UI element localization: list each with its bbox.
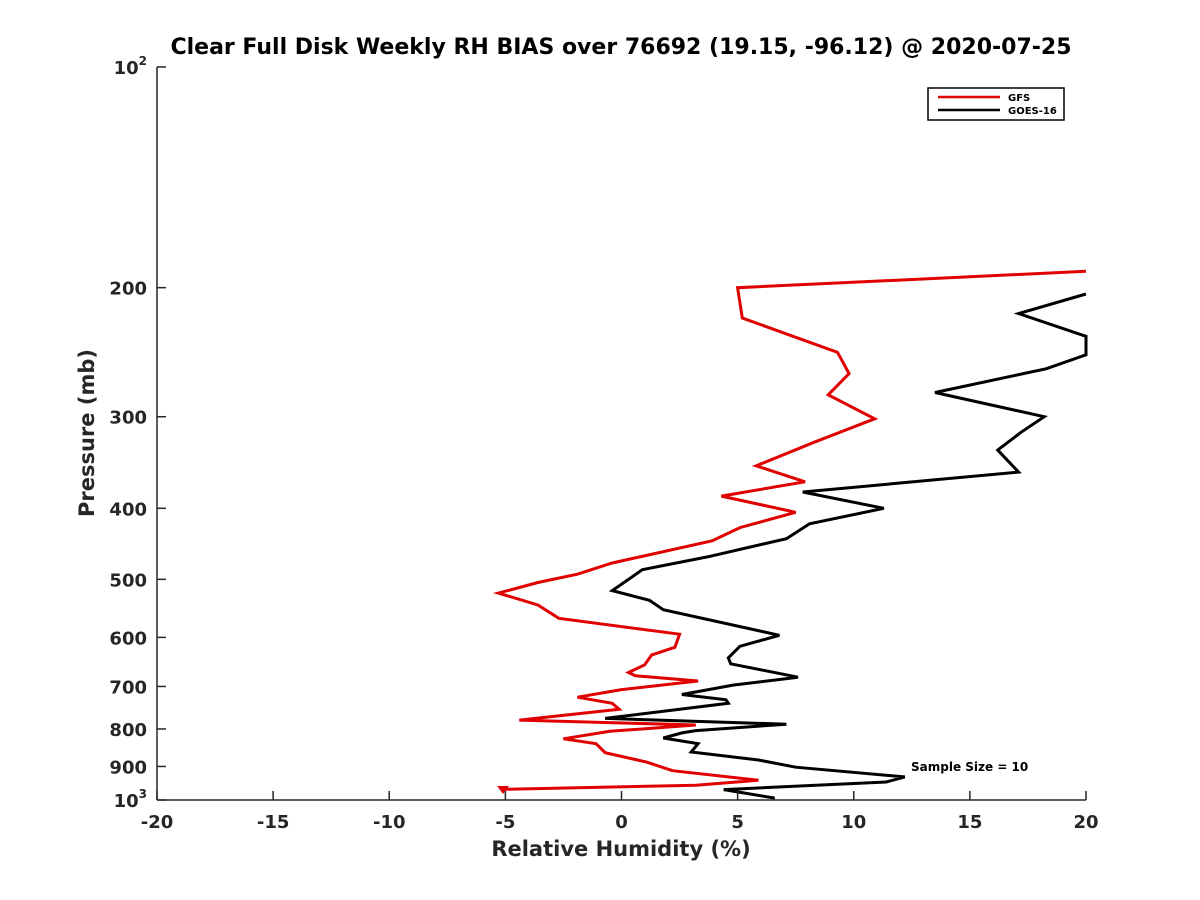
legend-label-gfs: GFS <box>1008 93 1030 104</box>
y-tick-label: 900 <box>109 757 147 778</box>
axes-layer: -20 -15 -10 -5 0 5 10 15 20 102 200 300 400 500 600 700… <box>109 54 1098 833</box>
x-tick-label: 5 <box>731 812 744 833</box>
y-tick-label: 600 <box>109 628 147 649</box>
x-axis-label: Relative Humidity (%) <box>491 837 750 861</box>
y-tick-label: 300 <box>109 408 147 429</box>
series-line-gfs <box>492 269 1087 792</box>
y-tick-label: 103 <box>114 787 147 812</box>
y-tick-label: 800 <box>109 720 147 741</box>
legend-box <box>927 87 1065 121</box>
legend: GFS GOES-16 <box>927 87 1065 121</box>
y-tick-label: 400 <box>109 499 147 520</box>
y-tick-label: 200 <box>109 279 147 300</box>
x-tick-label: -15 <box>257 812 290 833</box>
x-tick-label: -10 <box>373 812 406 833</box>
series-line-goes-16 <box>605 292 1088 800</box>
chart-title: Clear Full Disk Weekly RH BIAS over 7669… <box>170 35 1071 60</box>
x-tick-label: -5 <box>495 812 515 833</box>
series-layer <box>492 269 1088 800</box>
y-tick-label: 700 <box>109 677 147 698</box>
y-tick-label: 500 <box>109 570 147 591</box>
series-end-marker <box>497 785 510 794</box>
y-tick-label: 102 <box>114 54 147 79</box>
x-tick-label: 20 <box>1073 812 1098 833</box>
sample-size-annotation: Sample Size = 10 <box>911 760 1028 774</box>
x-tick-label: 15 <box>957 812 982 833</box>
x-tick-label: -20 <box>141 812 174 833</box>
x-tick-label: 0 <box>615 812 628 833</box>
x-tick-label: 10 <box>841 812 866 833</box>
y-axis-label: Pressure (mb) <box>75 349 99 517</box>
legend-label-goes-16: GOES-16 <box>1008 106 1057 117</box>
